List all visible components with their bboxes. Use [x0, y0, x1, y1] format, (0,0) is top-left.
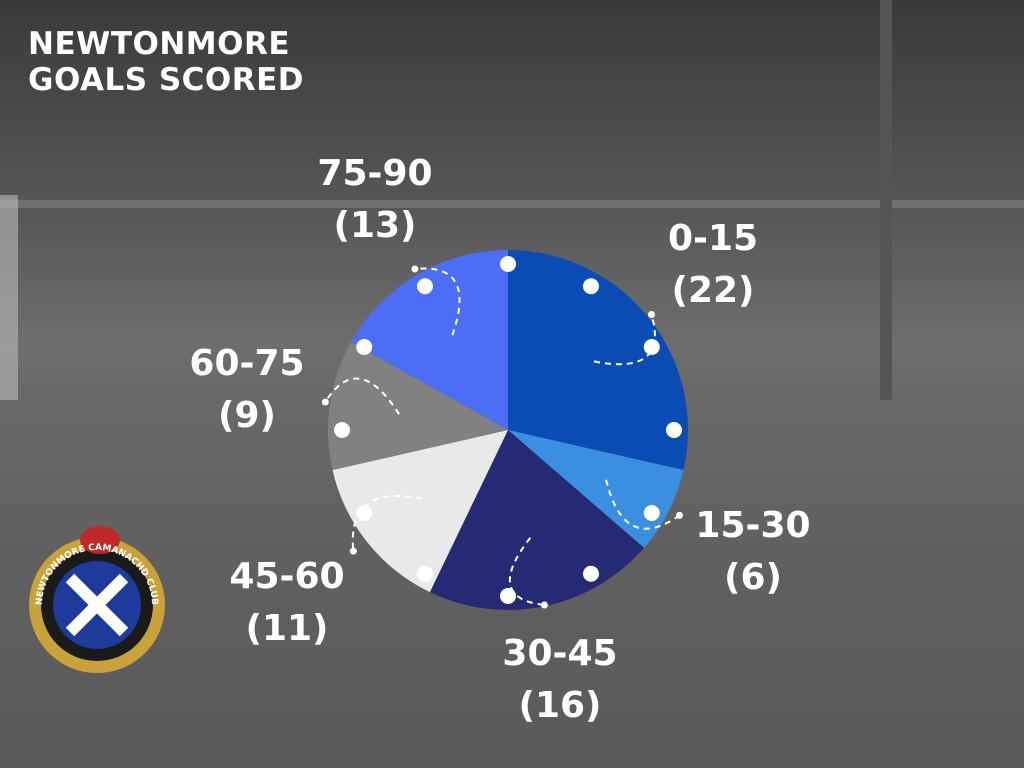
clock-dot	[583, 565, 599, 582]
leader-arrow	[414, 267, 461, 336]
value-label: (22)	[671, 270, 754, 311]
fence-rail	[0, 200, 1024, 208]
arrow-head	[648, 311, 655, 318]
pie-slice	[508, 430, 684, 548]
clock-dot	[356, 339, 373, 355]
clock-dot	[356, 505, 373, 521]
value-label: (13)	[333, 205, 416, 246]
category-label: 15-30	[695, 505, 810, 546]
category-label: 60-75	[189, 343, 304, 384]
clock-dot	[417, 565, 433, 582]
value-label: (16)	[518, 685, 601, 726]
saltire	[65, 573, 129, 637]
clock-dot	[500, 588, 516, 604]
clock-dot	[583, 278, 599, 295]
clock-dot	[643, 339, 660, 355]
category-label: 30-45	[502, 633, 617, 674]
leader-arrow	[593, 314, 656, 366]
leader-arrow	[324, 377, 400, 415]
post	[880, 0, 892, 400]
leader-arrow	[605, 479, 681, 530]
pie-slice	[429, 430, 645, 610]
category-label: 0-15	[668, 218, 758, 259]
pie-slice	[508, 250, 688, 471]
leader-arrow	[351, 494, 423, 552]
value-label: (11)	[245, 608, 328, 649]
arrow-head	[540, 601, 548, 609]
category-label: 75-90	[317, 153, 432, 194]
clock-dot	[666, 422, 682, 438]
pie-slice	[350, 250, 508, 430]
arrow-head	[321, 398, 329, 406]
value-label: (9)	[218, 395, 276, 436]
club-logo: NEWTONMORE CAMANACHD CLUB	[29, 526, 165, 673]
clock-dot	[500, 256, 516, 272]
clock-dot	[643, 505, 660, 521]
category-label: 45-60	[229, 556, 344, 597]
logo-crest	[80, 526, 120, 554]
post	[0, 195, 18, 400]
clock-dot	[334, 422, 350, 438]
arrow-head	[411, 265, 419, 273]
chart-title: NEWTONMORE GOALS SCORED	[28, 26, 305, 98]
pie-slice	[328, 342, 508, 471]
leader-arrow	[508, 537, 545, 606]
value-label: (6)	[724, 557, 782, 598]
pie-slice	[332, 430, 508, 593]
arrow-head	[676, 511, 683, 519]
arrow-head	[349, 547, 357, 555]
clock-dot	[417, 278, 433, 295]
